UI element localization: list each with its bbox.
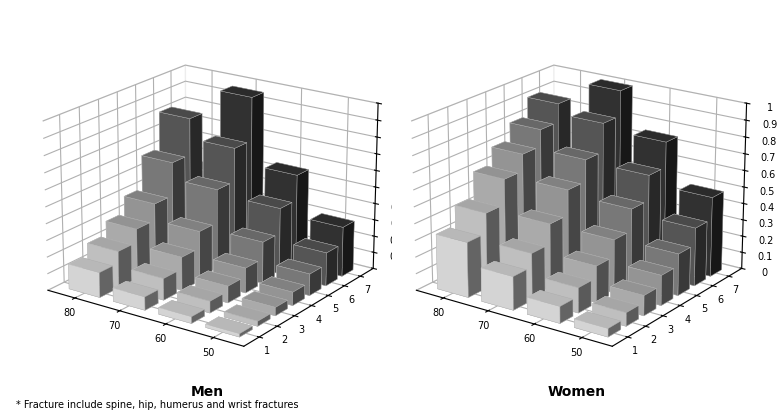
Text: * Fracture include spine, hip, humerus and wrist fractures: * Fracture include spine, hip, humerus a… — [16, 399, 298, 409]
Title: Men: Men — [191, 384, 224, 398]
Title: Women: Women — [547, 384, 605, 398]
